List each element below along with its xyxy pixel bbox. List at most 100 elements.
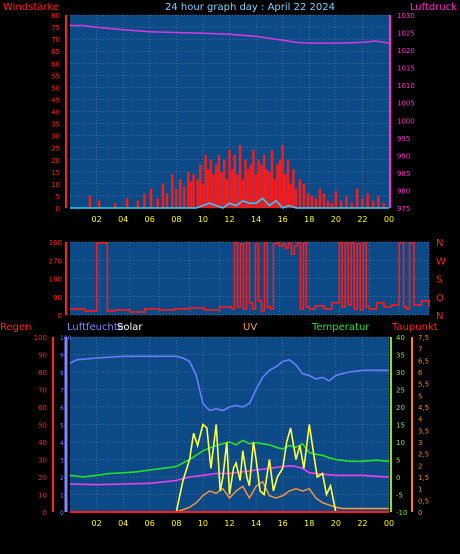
panel-3-marks	[69, 355, 390, 513]
uv-tick-label: 3,5	[418, 427, 429, 435]
compass-label: O	[436, 293, 444, 304]
wind-bar	[212, 174, 215, 208]
uv-tick-label: 2,5	[418, 451, 429, 459]
wind-bar	[318, 188, 322, 208]
x-tick-label: 02	[91, 215, 101, 224]
wind-bar	[238, 145, 242, 208]
wind-bar	[192, 174, 195, 208]
humidity-tick-label: 90	[60, 353, 68, 360]
humidity-tick-label: 60	[60, 405, 68, 412]
uv-tick-label: 2	[418, 462, 422, 470]
pressure-tick-label: 1005	[397, 100, 415, 108]
wind-bar	[233, 154, 236, 208]
wind-bar	[241, 179, 244, 208]
wind-tick-label: 40	[51, 109, 60, 117]
uv-tick-label: 6	[418, 369, 423, 377]
uv-axis-label: UV	[243, 322, 257, 333]
uv-tick-label: 7	[418, 346, 422, 354]
panel-direction: 0 N 90 O 180 S 270 W 360 N	[49, 238, 446, 322]
x-tick-label: 16	[278, 519, 288, 528]
panel-wind-pressure: Windstärke 24 hour graph day : April 22 …	[3, 2, 457, 224]
direction-tick-label: 270	[49, 257, 62, 265]
temperature-tick-label: 40	[396, 334, 405, 342]
humidity-tick-label: 30	[60, 458, 68, 465]
rain-axis-label: Regen	[0, 322, 32, 333]
x-tick-label: 02	[91, 519, 101, 528]
rain-tick-label: 50	[38, 422, 47, 430]
wind-bar	[289, 183, 292, 208]
wind-bar	[161, 183, 165, 208]
wind-tick-label: 75	[51, 24, 60, 32]
rain-tick-label: 70	[38, 387, 47, 395]
rain-tick-label: 30	[38, 457, 47, 465]
x-tick-label: 22	[357, 215, 367, 224]
wind-tick-label: 45	[51, 96, 60, 104]
pressure-tick-label: 1030	[397, 12, 415, 20]
x-tick-label: 00	[384, 519, 394, 528]
wind-axis-label: Windstärke	[3, 2, 59, 13]
wind-bar	[326, 200, 330, 208]
x-tick-label: 22	[357, 519, 367, 528]
x-tick-label: 00	[384, 215, 394, 224]
x-tick-label: 20	[331, 519, 341, 528]
temperature-tick-label: 0	[396, 474, 400, 482]
panel-2-tick-labels: 0 N 90 O 180 S 270 W 360 N	[49, 238, 446, 322]
wind-bar	[231, 169, 234, 208]
wind-bar	[334, 191, 337, 208]
wind-bar	[276, 164, 279, 208]
x-tick-label: 10	[198, 215, 208, 224]
chart-title: 24 hour graph day : April 22 2024	[165, 2, 335, 13]
temperature-line	[69, 439, 390, 478]
wind-tick-label: 25	[51, 145, 60, 153]
direction-tick-label: 0	[58, 312, 62, 320]
x-tick-label: 18	[304, 519, 314, 528]
wind-bar	[350, 203, 353, 208]
wind-bar	[171, 174, 174, 208]
wind-tick-label: 20	[51, 157, 60, 165]
uv-tick-label: 1	[418, 486, 422, 494]
pressure-tick-label: 1015	[397, 65, 415, 73]
wind-bar	[281, 145, 284, 208]
temperature-tick-label: -10	[396, 509, 407, 517]
pressure-tick-label: 990	[397, 152, 410, 160]
wind-bar	[225, 179, 228, 208]
rain-tick-label: 10	[38, 492, 47, 500]
rain-tick-label: 90	[38, 352, 47, 360]
wind-tick-label: 5	[56, 193, 60, 201]
x-tick-label: 06	[145, 215, 155, 224]
wind-bar	[345, 195, 348, 208]
wind-bar	[310, 195, 314, 208]
rain-tick-label: 40	[38, 439, 47, 447]
x-tick-label: 08	[171, 215, 181, 224]
temperature-tick-label: 20	[396, 404, 405, 412]
wind-bar	[149, 188, 153, 208]
wind-bar	[306, 193, 310, 208]
humidity-axis-label: Luftfeuchte	[67, 322, 124, 333]
wind-bar	[371, 200, 375, 208]
x-tick-label: 20	[331, 215, 341, 224]
wind-bar	[217, 154, 221, 208]
panel-2-marks	[70, 242, 430, 313]
wind-bar	[265, 169, 268, 208]
humidity-tick-label: 40	[60, 440, 68, 447]
wind-bar	[201, 183, 205, 208]
uv-tick-label: 4,5	[418, 404, 429, 412]
wind-tick-label: 30	[51, 133, 60, 141]
rain-tick-label: 0	[43, 509, 47, 517]
wind-bar	[268, 171, 271, 208]
direction-tick-label: 360	[49, 239, 62, 247]
uv-line	[70, 480, 389, 513]
wind-bar	[284, 174, 287, 208]
uv-tick-label: 0	[418, 509, 422, 517]
wind-bar	[257, 159, 260, 209]
humidity-tick-label: 20	[60, 475, 68, 482]
pressure-tick-label: 1000	[397, 117, 415, 125]
gust-line	[70, 197, 389, 209]
x-tick-label: 06	[145, 519, 155, 528]
wind-tick-label: 60	[51, 60, 60, 68]
x-tick-label: 04	[118, 215, 128, 224]
uv-tick-label: 7,5	[418, 334, 429, 342]
compass-label: N	[436, 238, 443, 249]
wind-bar	[252, 150, 255, 208]
wind-tick-label: 50	[51, 84, 60, 92]
